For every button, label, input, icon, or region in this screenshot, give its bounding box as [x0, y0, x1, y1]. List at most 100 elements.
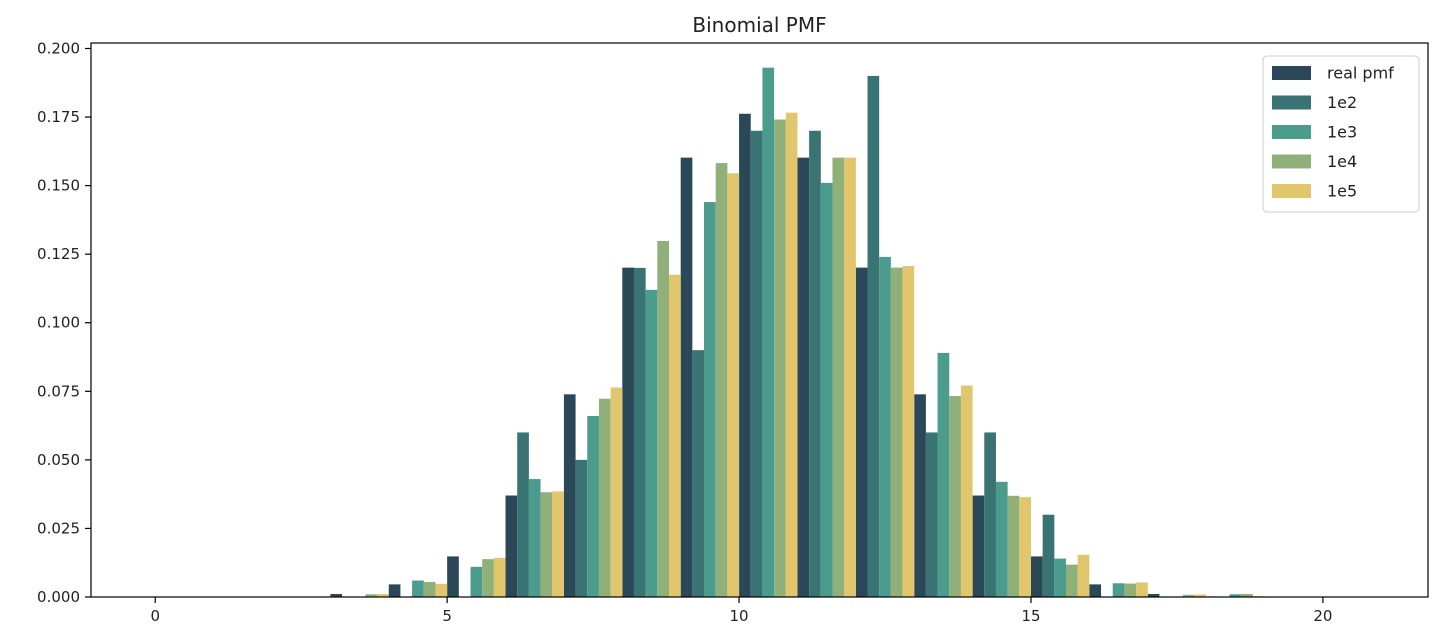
legend-label: 1e4	[1327, 152, 1357, 171]
x-tick-label: 0	[150, 607, 160, 625]
legend: real pmf 1e2 1e3 1e4 1e5	[1262, 55, 1420, 213]
bar-1e4-11	[832, 157, 845, 597]
bar-1e5-6	[552, 491, 564, 597]
axes-layer: 0.000 0.025 0.050 0.075 0.100 0.125 0.150 0.175…	[37, 39, 1429, 625]
bar-1e5-9	[727, 173, 740, 597]
bar-1e3-12	[879, 256, 891, 597]
bar-real-pmf-15	[1030, 556, 1043, 597]
bar-1e2-9	[692, 350, 705, 597]
bar-1e5-15	[1077, 554, 1090, 597]
bar-1e2-6	[517, 432, 529, 597]
bar-1e5-5	[493, 557, 506, 597]
legend-label: 1e2	[1327, 93, 1357, 112]
bar-1e3-7	[587, 415, 599, 597]
legend-label: 1e3	[1327, 123, 1357, 142]
legend-swatch	[1272, 125, 1311, 139]
y-tick-label: 0.150	[37, 177, 80, 195]
bar-1e3-18	[1229, 594, 1242, 597]
y-tick-label: 0.025	[37, 519, 80, 537]
bar-1e5-17	[1194, 594, 1207, 597]
bar-real-pmf-14	[972, 495, 985, 597]
bar-1e4-8	[657, 241, 670, 597]
bar-1e5-4	[435, 583, 448, 597]
bar-1e2-15	[1042, 514, 1055, 597]
bar-real-pmf-9	[680, 157, 693, 597]
bar-1e2-11	[809, 130, 821, 597]
y-tick-label: 0.200	[37, 39, 80, 57]
y-tick-label: 0.075	[37, 382, 80, 400]
bar-1e5-13	[960, 385, 973, 597]
bar-1e3-13	[937, 352, 950, 597]
x-tick-label: 15	[1021, 607, 1040, 625]
bar-1e2-8	[633, 267, 646, 597]
bar-1e4-6	[540, 492, 553, 597]
chart-title: Binomial PMF	[692, 13, 826, 37]
bar-real-pmf-10	[739, 113, 751, 597]
bar-1e4-18	[1241, 593, 1253, 597]
bar-1e3-16	[1112, 583, 1125, 597]
bar-real-pmf-16	[1089, 584, 1102, 597]
y-tick-label: 0.125	[37, 245, 80, 263]
bar-real-pmf-12	[855, 267, 868, 597]
y-tick-label: 0.175	[37, 108, 80, 126]
bar-1e5-7	[610, 387, 623, 597]
legend-swatch	[1272, 66, 1311, 80]
x-tick-label: 10	[730, 607, 749, 625]
bar-real-pmf-13	[914, 394, 926, 597]
bar-1e4-7	[598, 398, 611, 597]
bar-1e3-14	[995, 481, 1008, 597]
bar-1e2-7	[575, 459, 588, 597]
bar-1e2-10	[750, 130, 763, 597]
y-tick-label: 0.050	[37, 451, 80, 469]
legend-swatch	[1272, 95, 1311, 110]
bar-1e4-17	[1182, 594, 1195, 597]
bar-1e5-16	[1136, 582, 1148, 597]
bar-1e4-15	[1066, 564, 1078, 597]
bar-real-pmf-7	[563, 394, 576, 597]
bar-1e3-4	[412, 580, 424, 597]
bar-1e5-11	[844, 157, 856, 597]
plot-frame	[90, 42, 1429, 598]
bar-1e3-8	[645, 289, 658, 597]
bar-real-pmf-3	[330, 593, 343, 597]
y-tick-label: 0.100	[37, 314, 80, 332]
bar-real-pmf-4	[388, 584, 401, 597]
bar-1e4-5	[482, 559, 494, 597]
bar-1e3-15	[1054, 558, 1067, 597]
bar-1e2-14	[984, 432, 996, 597]
bar-real-pmf-11	[797, 157, 810, 597]
bar-1e3-5	[470, 566, 483, 597]
x-tick-label: 20	[1313, 607, 1332, 625]
bar-1e5-12	[902, 265, 915, 597]
bar-1e4-13	[949, 395, 961, 597]
bar-real-pmf-6	[505, 495, 518, 597]
bar-1e4-4	[423, 581, 436, 597]
bar-1e3-11	[820, 182, 833, 597]
legend-label: real pmf	[1327, 64, 1394, 83]
bar-1e2-13	[925, 432, 938, 597]
x-tick-label: 5	[442, 607, 452, 625]
bar-1e4-16	[1124, 583, 1137, 597]
bar-1e2-12	[867, 75, 880, 597]
bar-1e5-10	[785, 112, 798, 597]
bar-1e4-3	[365, 594, 378, 597]
bar-1e4-10	[774, 119, 786, 598]
bar-real-pmf-5	[447, 556, 459, 597]
bar-real-pmf-17	[1147, 593, 1160, 597]
bar-1e5-14	[1019, 497, 1031, 597]
legend-swatch	[1272, 154, 1311, 169]
legend-label: 1e5	[1327, 182, 1357, 201]
bar-1e4-14	[1007, 495, 1020, 597]
legend-swatch	[1272, 184, 1311, 198]
bar-1e4-9	[715, 163, 728, 597]
bar-1e5-8	[669, 274, 681, 597]
bar-1e4-12	[890, 267, 903, 597]
bar-1e3-6	[528, 479, 541, 597]
bars-layer	[330, 67, 1265, 598]
y-tick-label: 0.000	[37, 588, 80, 606]
bar-1e5-3	[377, 593, 389, 597]
legend-frame	[1262, 55, 1420, 213]
bar-1e3-9	[704, 202, 716, 597]
bar-1e3-10	[762, 67, 775, 598]
